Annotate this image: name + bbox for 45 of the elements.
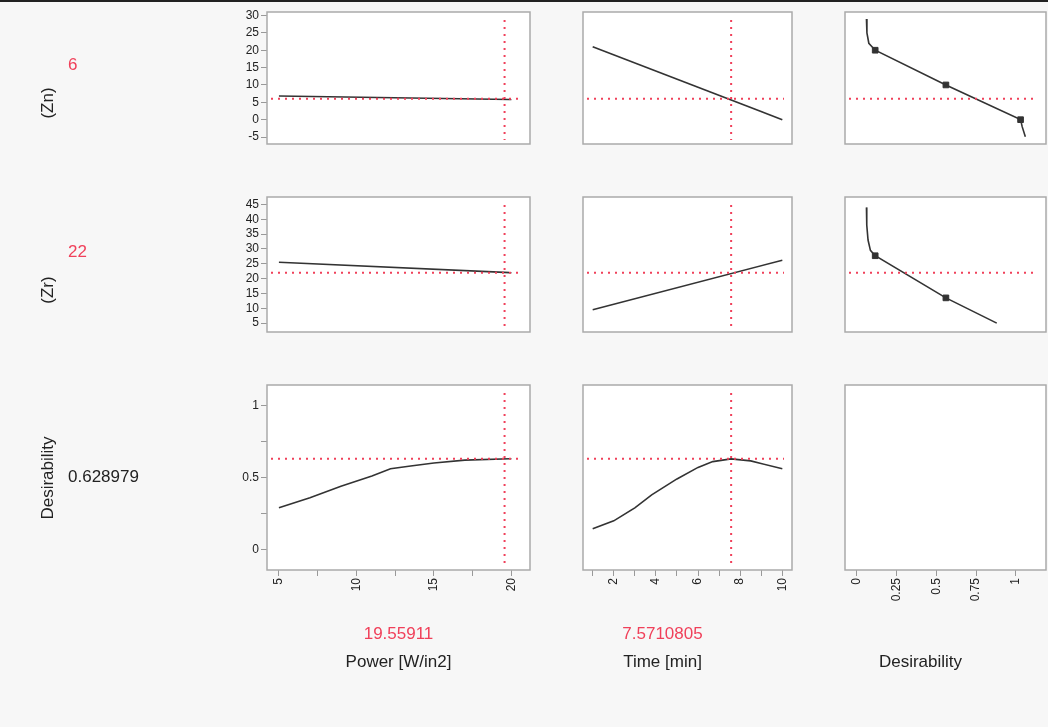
ref-line-label: 22: [68, 241, 87, 262]
x-tick-label: 0.5: [928, 577, 943, 595]
x-axis-title: Power [W/in2]: [345, 652, 452, 672]
y-tick-label: 0.5: [242, 469, 260, 484]
y-tick-label: 25: [245, 256, 260, 271]
x-tick-label: 10: [774, 577, 789, 592]
x-tick-label: 0.25: [888, 577, 903, 602]
y-tick-label: 5: [252, 94, 260, 109]
x-tick-label: 2: [606, 577, 621, 585]
x-tick-label: 4: [648, 577, 663, 585]
x-axis-title: Time [min]: [623, 652, 702, 672]
y-axis-title: (Zr): [38, 275, 58, 304]
x-tick-label: 8: [732, 577, 747, 585]
y-tick-label: 45: [245, 196, 260, 211]
y-tick-label: 15: [245, 59, 260, 74]
y-tick-label: 5: [252, 315, 260, 330]
y-tick-label: 25: [245, 25, 260, 40]
x-tick-label: 20: [503, 577, 518, 592]
x-tick-label: 1: [1008, 577, 1023, 585]
ref-line-label: 19.55911: [363, 624, 434, 644]
x-tick-label: 10: [348, 577, 363, 592]
x-tick-label: 0: [849, 577, 864, 585]
y-tick-label: 40: [245, 211, 260, 226]
x-axis-title: Desirability: [878, 652, 963, 672]
ref-line-label: 6: [68, 55, 78, 75]
y-tick-label: 20: [245, 42, 260, 57]
y-tick-label: 10: [245, 77, 260, 92]
x-tick-label: 6: [690, 577, 705, 585]
y-tick-label: 35: [245, 226, 260, 241]
ref-line-label: 7.5710805: [622, 624, 703, 644]
y-tick-label: -5: [248, 129, 260, 144]
y-axis-title: (Zn): [38, 87, 58, 119]
y-tick-label: 15: [245, 285, 260, 300]
y-tick-label: 10: [245, 300, 260, 315]
y-tick-label: 30: [245, 241, 260, 256]
x-tick-label: 5: [271, 577, 286, 585]
y-tick-label: 20: [245, 270, 260, 285]
y-axis-title: Desirability: [38, 435, 58, 520]
y-tick-label: 0: [252, 542, 260, 557]
y-tick-label: 30: [245, 7, 260, 22]
y-tick-label: 1: [252, 397, 260, 412]
y-tick-label: 0: [252, 112, 260, 126]
x-tick-label: 0.75: [968, 577, 983, 602]
text: 0.628979: [68, 466, 139, 487]
x-tick-label: 15: [426, 577, 441, 592]
